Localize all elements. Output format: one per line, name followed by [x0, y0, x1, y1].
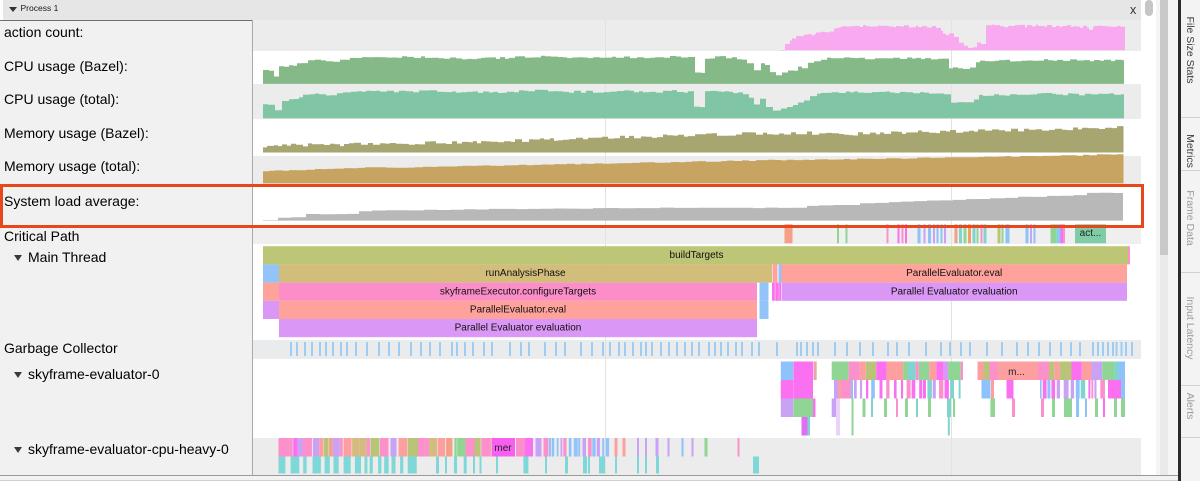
svg-text:ParallelEvaluator.eval: ParallelEvaluator.eval [906, 268, 1002, 279]
svg-text:mer: mer [494, 443, 512, 454]
svg-text:buildTargets: buildTargets [670, 250, 724, 261]
svg-text:Parallel Evaluator evaluation: Parallel Evaluator evaluation [455, 323, 582, 334]
svg-text:runAnalysisPhase: runAnalysisPhase [485, 268, 565, 279]
svg-text:Parallel Evaluator evaluation: Parallel Evaluator evaluation [891, 286, 1018, 297]
svg-text:ParallelEvaluator.eval: ParallelEvaluator.eval [470, 305, 566, 316]
svg-text:m...: m... [1008, 367, 1025, 378]
svg-text:skyframeExecutor.configureTarg: skyframeExecutor.configureTargets [440, 286, 596, 297]
svg-text:act...: act... [1080, 228, 1102, 239]
